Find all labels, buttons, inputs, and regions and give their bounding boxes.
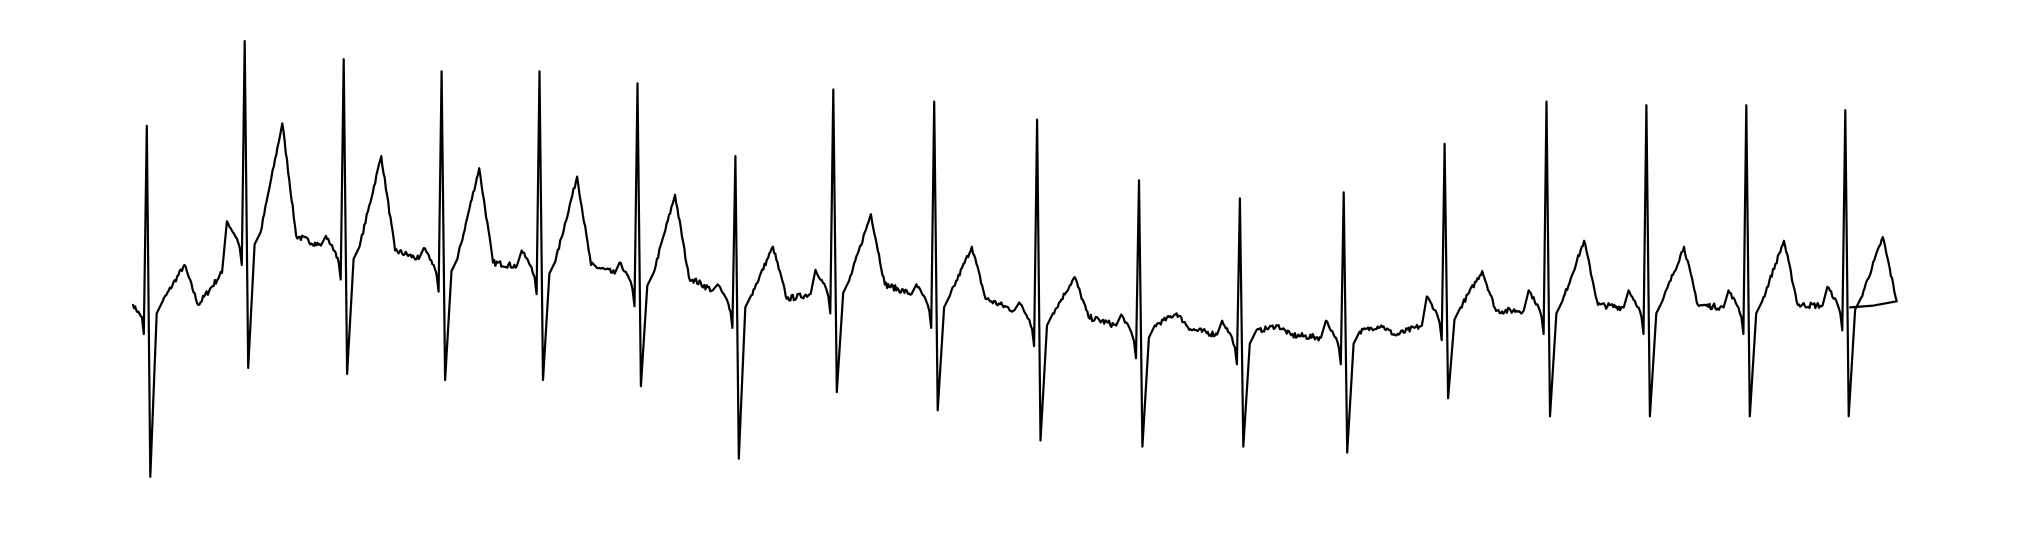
ecg-trace-line [131,40,1898,478]
